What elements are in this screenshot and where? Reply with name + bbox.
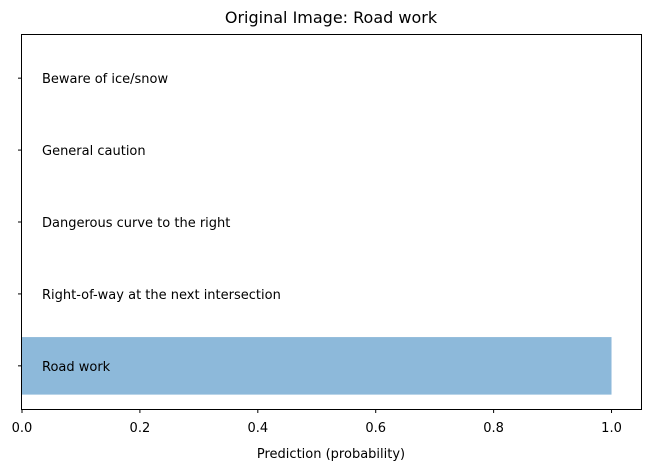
bar-label-1: Right-of-way at the next intersection bbox=[42, 288, 281, 303]
bars-layer bbox=[22, 337, 612, 395]
x-tick-label-4: 0.8 bbox=[483, 421, 504, 436]
y-ticks bbox=[18, 77, 22, 367]
bar-label-4: Beware of ice/snow bbox=[42, 72, 168, 87]
bar-0 bbox=[22, 337, 612, 395]
x-ticks: 0.0 0.2 0.4 0.6 0.8 1.0 bbox=[12, 409, 622, 436]
x-tick-label-1: 0.2 bbox=[130, 421, 151, 436]
bar-label-2: Dangerous curve to the right bbox=[42, 216, 230, 231]
x-axis-label: Prediction (probability) bbox=[257, 447, 405, 462]
bar-label-3: General caution bbox=[42, 144, 146, 159]
x-tick-label-5: 1.0 bbox=[601, 421, 622, 436]
chart-title: Original Image: Road work bbox=[225, 8, 438, 27]
bar-label-0: Road work bbox=[42, 360, 111, 375]
x-tick-label-3: 0.6 bbox=[365, 421, 386, 436]
x-tick-label-2: 0.4 bbox=[247, 421, 268, 436]
x-tick-label-0: 0.0 bbox=[12, 421, 33, 436]
bar-labels: Road work Right-of-way at the next inters… bbox=[42, 72, 281, 375]
